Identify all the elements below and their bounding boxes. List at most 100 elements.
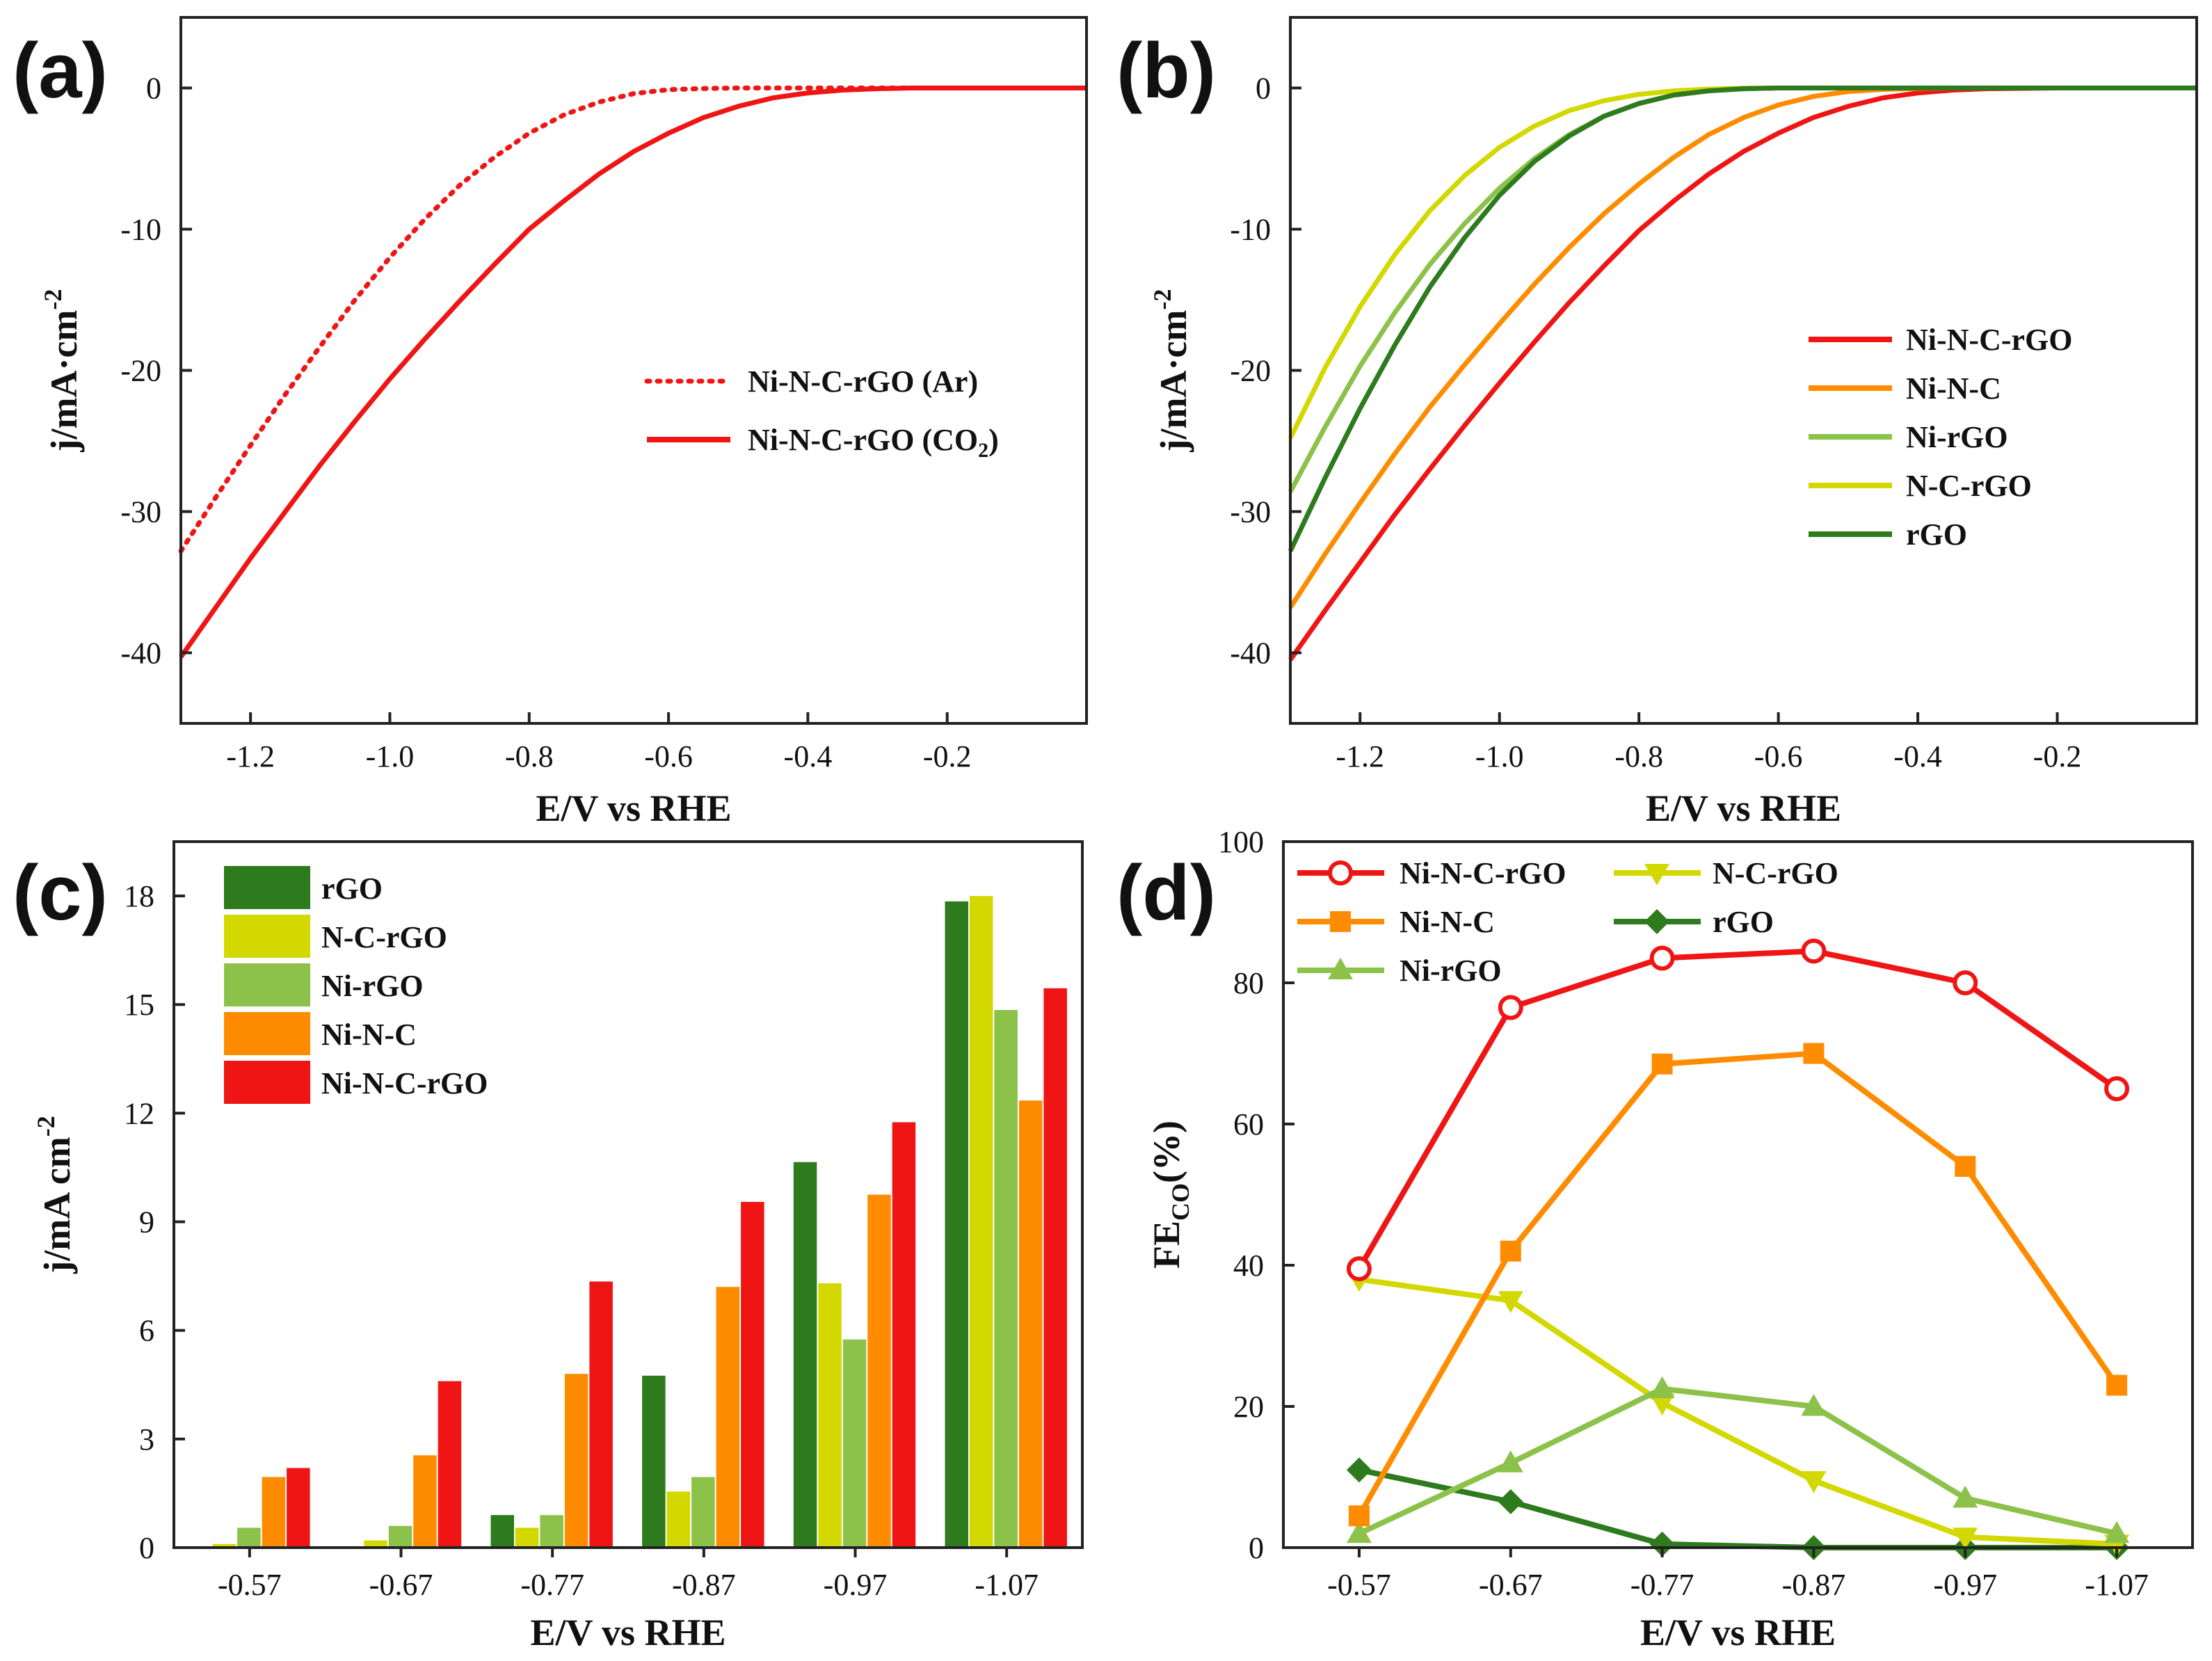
legend-label-co2-tail: ): [988, 423, 999, 457]
bar-ni-n-c-0-97: [867, 1194, 891, 1548]
x-tick-label: -0.67: [1479, 1568, 1543, 1602]
y-tick-label: -40: [1230, 636, 1271, 671]
series-line-ni-n-c-rgo: [1288, 86, 2197, 661]
bar-ni-rgo-0-97: [842, 1339, 867, 1548]
point-rgo-0-67: [1498, 1489, 1523, 1515]
plot-frame: [173, 840, 1084, 1549]
y-tick-label: 6: [139, 1314, 154, 1348]
legend-label-n-c-rgo: N-C-rGO: [321, 920, 447, 954]
x-axis-title: E/V vs RHE: [1640, 1612, 1836, 1653]
bar-ni-n-c-rgo-0-57: [287, 1468, 310, 1548]
y-tick-label: -30: [1230, 495, 1271, 529]
legend-marker-rgo: [1644, 909, 1669, 934]
series-line-ni-rgo: [1358, 1386, 2118, 1536]
x-axis-title: E/V vs RHE: [1646, 787, 1841, 829]
point-ni-n-c-1-07: [2106, 1374, 2128, 1396]
panel-a: -1.2 -1.0 -0.8 -0.6 -0.4 -0.2 0 -10 -20 -30 -40 E/V…: [13, 16, 1089, 829]
legend-label-ni-n-c: Ni-N-C: [1400, 905, 1495, 939]
legend-label-n-c-rgo: N-C-rGO: [1713, 856, 1838, 890]
x-tick-label: -1.2: [1336, 739, 1384, 773]
y-tick-label: -20: [1230, 354, 1271, 388]
y-axis-title-main: j/mA·cm: [43, 310, 85, 453]
panel-c: -0.57 -0.67 -0.77 -0.87 -0.97 -1.07 0 3 6 9 12 15 18…: [13, 840, 1084, 1653]
legend-marker-ni-n-c-rgo: [1328, 860, 1353, 885]
plot-frame: [1289, 16, 2198, 725]
bar-rgo-0-97: [793, 1162, 817, 1548]
bar-ni-n-c-rgo-0-97: [892, 1122, 916, 1548]
legend-label-ni-n-c: Ni-N-C: [321, 1018, 417, 1052]
point-ni-rgo-0-87: [1801, 1394, 1827, 1416]
point-rgo-0-77: [1649, 1531, 1675, 1557]
legend-label-rgo: rGO: [1713, 905, 1774, 939]
bar-n-c-rgo-0-67: [364, 1540, 387, 1548]
legend-label-ni-n-c-rgo: Ni-N-C-rGO: [1400, 856, 1566, 890]
x-tick-label: -0.77: [1630, 1568, 1694, 1602]
y-tick-label: -30: [120, 495, 161, 529]
panel-c-label: (c): [13, 849, 108, 936]
point-ni-n-c-0-87: [1803, 1043, 1825, 1064]
y-tick-label: 0: [1249, 1531, 1264, 1565]
point-n-c-rgo-0-87: [1801, 1471, 1827, 1493]
y-tick-label: 18: [124, 879, 154, 913]
panel-c-legend: rGO N-C-rGO Ni-rGO Ni-N-C Ni-N-C-rGO: [224, 866, 488, 1104]
series-line-rgo: [1288, 86, 2197, 552]
point-ni-n-c-0-77: [1651, 1053, 1673, 1075]
bar-ni-n-c-0-87: [716, 1287, 740, 1548]
y-axis-title-main: FE: [1146, 1221, 1187, 1269]
x-tick-label: -0.2: [923, 739, 972, 773]
point-ni-n-c-0-97: [1955, 1155, 1976, 1177]
point-ni-n-c-rgo-0-57: [1346, 1256, 1372, 1282]
series-line-ni-n-c: [1356, 1050, 2119, 1518]
legend-swatch-n-c-rgo: [224, 915, 310, 958]
legend-label-ni-rgo: Ni-rGO: [321, 969, 424, 1003]
y-axis-title-tail: (%): [1146, 1121, 1187, 1183]
y-tick-label: 80: [1233, 966, 1264, 1000]
legend-label-ni-n-c-rgo: Ni-N-C-rGO: [1906, 323, 2073, 357]
x-tick-label: -0.4: [1893, 739, 1942, 773]
x-tick-label: -1.07: [975, 1568, 1039, 1602]
panel-b: -1.2 -1.0 -0.8 -0.6 -0.4 -0.2 0 -10 -20 -30 -40 E/V…: [1116, 16, 2198, 829]
y-axis-title-sub: CO: [1167, 1183, 1194, 1221]
y-axis-title: j/mA·cm-2: [1148, 289, 1194, 453]
bar-rgo-0-77: [490, 1515, 514, 1548]
bar-ni-n-c-rgo-0-67: [438, 1381, 462, 1548]
panel-d: -0.57 -0.67 -0.77 -0.87 -0.97 -1.07 0 20 40 60 80 1…: [1116, 825, 2194, 1653]
y-tick-label: 0: [146, 72, 161, 106]
bar-ni-rgo-0-87: [691, 1477, 715, 1548]
x-axis-title: E/V vs RHE: [530, 1612, 726, 1653]
point-rgo-0-57: [1346, 1457, 1372, 1483]
legend-label-co2: Ni-N-C-rGO (CO2): [748, 423, 999, 462]
y-tick-label: 0: [1256, 72, 1271, 106]
x-tick-label: -0.6: [644, 739, 693, 773]
y-axis-title: FECO(%): [1146, 1121, 1194, 1269]
point-ni-rgo-0-97: [1953, 1485, 1978, 1508]
legend-marker-ni-rgo: [1328, 958, 1353, 979]
bar-n-c-rgo-1-07: [969, 896, 993, 1548]
legend-label-ar: Ni-N-C-rGO (Ar): [748, 364, 978, 399]
x-tick-label: -0.57: [218, 1568, 282, 1602]
bar-ni-n-c-0-77: [564, 1374, 588, 1548]
panel-b-legend: Ni-N-C-rGO Ni-N-C Ni-rGO N-C-rGO rGO: [1809, 323, 2073, 552]
point-ni-n-c-0-57: [1348, 1505, 1370, 1527]
y-tick-label: 15: [124, 988, 154, 1022]
series-line-n-c-rgo: [1288, 86, 2197, 440]
plot-area: -1.2 -1.0 -0.8 -0.6 -0.4 -0.2 0 -10 -20 -30 -40 E/V…: [39, 16, 1089, 829]
point-n-c-rgo-0-97: [1953, 1527, 1978, 1550]
x-tick-label: -0.57: [1327, 1568, 1391, 1602]
legend-label-co2-sub: 2: [978, 439, 988, 462]
bar-ni-rgo-1-07: [994, 1010, 1018, 1548]
legend-label-rgo: rGO: [321, 872, 383, 906]
panel-a-legend: Ni-N-C-rGO (Ar) Ni-N-C-rGO (CO2): [644, 364, 999, 462]
x-tick-label: -0.4: [784, 739, 833, 773]
y-tick-label: 0: [139, 1531, 154, 1565]
bar-n-c-rgo-0-77: [515, 1527, 539, 1548]
x-tick-label: -0.97: [824, 1568, 888, 1602]
panel-d-label: (d): [1116, 849, 1216, 936]
legend-label-ni-rgo: Ni-rGO: [1400, 954, 1502, 988]
legend-label-ni-n-c: Ni-N-C: [1906, 371, 2001, 406]
bar-rgo-0-87: [642, 1375, 666, 1548]
plot-area: -1.2 -1.0 -0.8 -0.6 -0.4 -0.2 0 -10 -20 -30 -40 E/V…: [1148, 16, 2198, 829]
x-tick-label: -1.0: [366, 739, 415, 773]
y-axis-title-sup: -2: [1148, 289, 1176, 310]
